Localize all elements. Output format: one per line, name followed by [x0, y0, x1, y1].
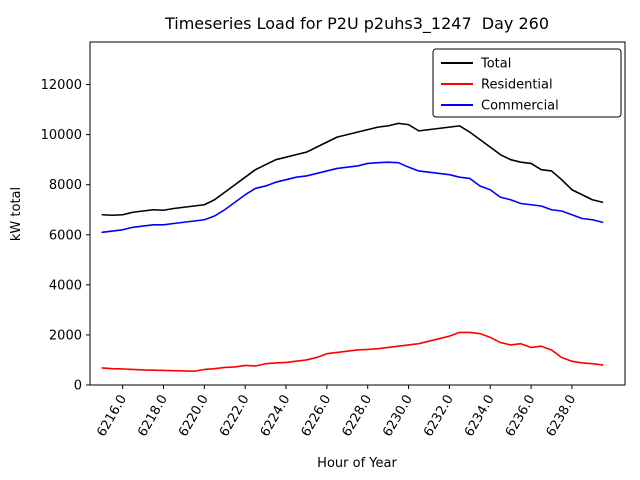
y-tick-label: 6000: [49, 228, 82, 243]
x-tick-label: 6228.0: [339, 393, 375, 440]
legend-label-commercial: Commercial: [481, 99, 559, 114]
x-tick-label: 6236.0: [503, 393, 539, 440]
x-tick-label: 6232.0: [421, 393, 457, 440]
x-axis-label: Hour of Year: [317, 456, 397, 471]
legend-label-total: Total: [480, 57, 511, 72]
series-line-total: [101, 122, 604, 217]
x-tick-label: 6218.0: [135, 393, 171, 440]
chart-title: Timeseries Load for P2U p2uhs3_1247 Day …: [164, 14, 549, 34]
legend-label-residential: Residential: [481, 78, 553, 93]
x-tick-label: 6234.0: [462, 393, 498, 440]
plot-frame: [89, 41, 626, 386]
y-tick-label: 4000: [49, 278, 82, 293]
y-tick-label: 12000: [41, 78, 82, 93]
y-tick-label: 10000: [41, 128, 82, 143]
x-tick-label: 6230.0: [380, 393, 416, 440]
x-tick-label: 6216.0: [94, 393, 130, 440]
y-axis-label: kW total: [9, 187, 24, 241]
legend-box: [432, 48, 622, 118]
x-tick-label: 6238.0: [544, 393, 580, 440]
series-line-residential: [101, 331, 604, 373]
x-tick-label: 6226.0: [299, 393, 335, 440]
x-tick-label: 6220.0: [176, 393, 212, 440]
y-tick-label: 0: [74, 379, 82, 394]
x-tick-label: 6222.0: [217, 393, 253, 440]
y-tick-label: 2000: [49, 328, 82, 343]
series-line-commercial: [101, 161, 604, 234]
legend: Total Residential Commercial: [432, 48, 622, 118]
x-tick-label: 6224.0: [258, 393, 294, 440]
y-tick-label: 8000: [49, 178, 82, 193]
series-group: [101, 122, 604, 373]
